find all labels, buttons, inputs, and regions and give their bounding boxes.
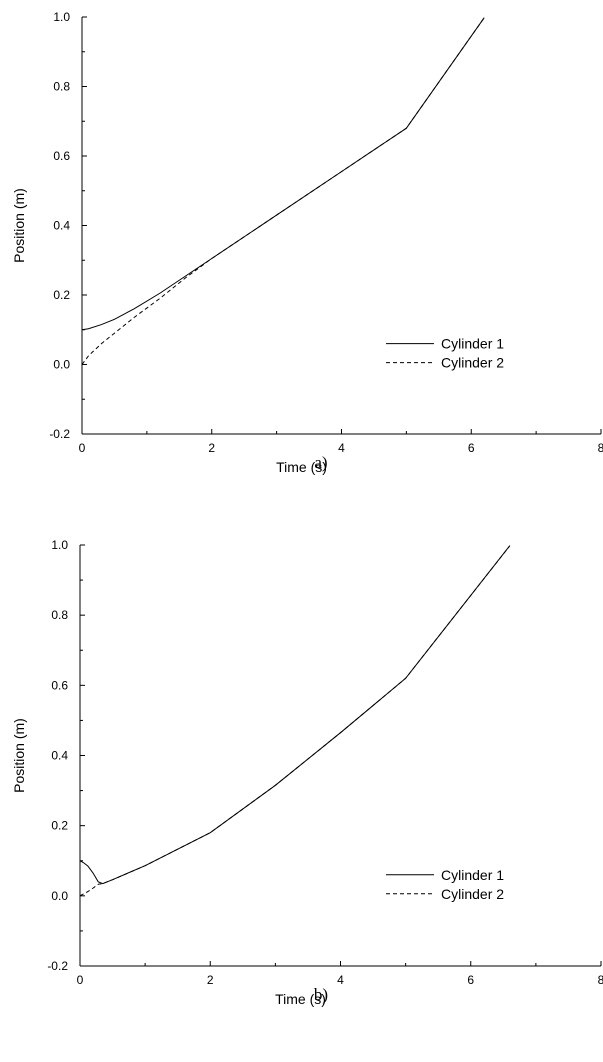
x-tick-label: 2 (208, 441, 215, 455)
legend-label-1: Cylinder 1 (441, 867, 504, 883)
y-tick-label: -0.2 (47, 959, 68, 973)
x-axis-label: Time (s) (275, 991, 326, 1007)
series-line-1 (79, 545, 511, 885)
legend-label-1: Cylinder 1 (441, 336, 504, 352)
x-tick-label: 0 (77, 973, 84, 987)
y-tick-label: 0.4 (53, 219, 70, 233)
legend-label-2: Cylinder 2 (441, 355, 504, 371)
series-line-2 (81, 17, 485, 365)
panel-caption: b) (314, 985, 328, 1004)
x-tick-label: 4 (337, 973, 344, 987)
x-axis-label: Time (s) (276, 459, 327, 475)
chart-panel-2: -0.2 0.0 0.2 0.4 0.6 0.8 1.0 0 2 4 6 8 Time (s) Posit… (11, 538, 603, 1007)
x-tick-label: 8 (598, 973, 603, 987)
x-tick-label: 8 (598, 441, 603, 455)
y-tick-label: 0.0 (53, 358, 70, 372)
y-tick-label: 0.2 (51, 819, 68, 833)
x-tick-label: 2 (207, 973, 214, 987)
y-tick-label: 0.8 (51, 608, 68, 622)
x-tick-label: 6 (467, 973, 474, 987)
y-tick-label: 0.2 (53, 288, 70, 302)
x-tick-label: 4 (338, 441, 345, 455)
chart-panel-1: -0.2 0.0 0.2 0.4 0.6 0.8 1.0 0 2 4 6 8 Time (s) Posit… (11, 10, 603, 475)
series-line-1 (81, 17, 485, 331)
y-tick-label: -0.2 (49, 427, 70, 441)
y-tick-label: 0.0 (51, 889, 68, 903)
y-tick-label: 0.6 (53, 149, 70, 163)
panel-caption: a) (314, 453, 327, 472)
series-line-2 (79, 545, 511, 897)
y-tick-label: 0.6 (51, 678, 68, 692)
y-axis-label: Position (m) (11, 188, 27, 263)
y-tick-label: 1.0 (53, 10, 70, 24)
legend-label-2: Cylinder 2 (441, 886, 504, 902)
x-tick-label: 6 (468, 441, 475, 455)
y-tick-label: 0.4 (51, 749, 68, 763)
y-tick-label: 0.8 (53, 80, 70, 94)
x-tick-label: 0 (79, 441, 86, 455)
y-tick-label: 1.0 (51, 538, 68, 552)
y-axis-label: Position (m) (11, 718, 27, 793)
